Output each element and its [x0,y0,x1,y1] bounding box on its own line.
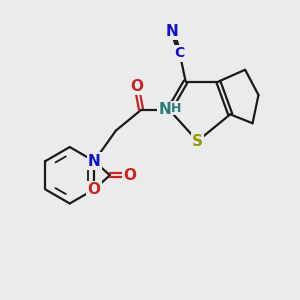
Text: N: N [166,24,179,39]
Text: O: O [88,182,101,197]
Text: O: O [130,79,143,94]
Text: O: O [124,168,136,183]
Text: H: H [171,102,182,115]
Text: S: S [192,134,203,148]
Text: N: N [158,102,171,117]
Text: C: C [175,46,185,60]
Text: N: N [88,154,100,169]
